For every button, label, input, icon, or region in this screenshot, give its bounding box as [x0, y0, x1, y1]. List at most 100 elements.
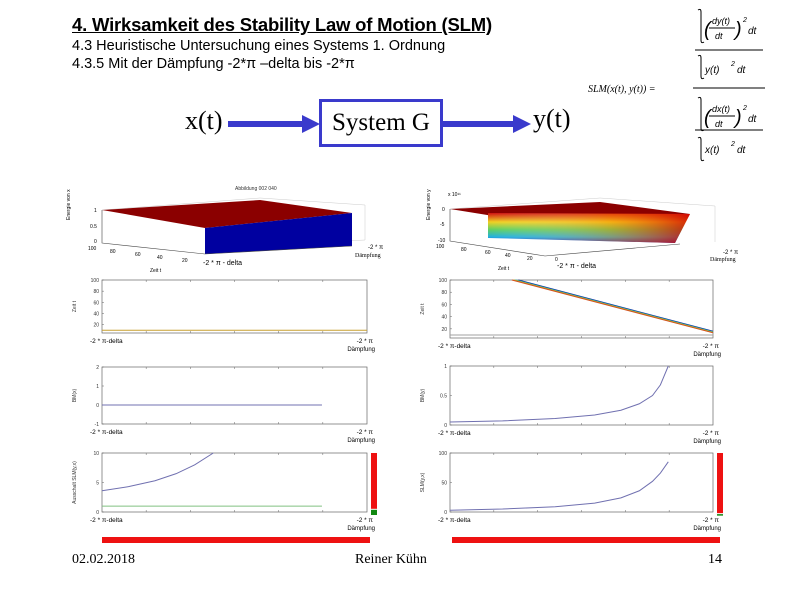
formula-lhs: SLM(x(t), y(t)) =	[588, 84, 656, 95]
footer-author: Reiner Kühn	[355, 552, 427, 567]
x-end-label: -2 * π	[357, 429, 374, 436]
output-signal-label: y(t)	[533, 104, 571, 133]
surface-plot-energy-y: x 10¹¹ Energie von y 0 -5 -10 100 80 60 …	[426, 189, 738, 272]
y-tick-label: 0	[96, 510, 99, 516]
x-end-label: -2 * π	[703, 343, 720, 350]
status-indicator-green	[717, 514, 723, 516]
svg-text:1: 1	[94, 208, 97, 214]
series-line-4	[511, 279, 714, 334]
y-tick-label: 0.5	[440, 394, 447, 400]
x-axis-label: Dämpfung	[693, 439, 721, 445]
formula-x: x(t)	[704, 145, 719, 156]
x-start-label: -2 * π-delta	[90, 338, 123, 345]
y-tick-label: 80	[441, 290, 447, 296]
x-end-label: -2 * π	[357, 517, 374, 524]
svg-text:0: 0	[555, 257, 558, 263]
left-zeit-plot: 100 80 60 40 20 Zeit t -2 * π-delta -2 * π Dämpf…	[72, 278, 375, 353]
left-slm-plot: 10 5 0 Ausschalt SLM(y,x) -2 * π-delta -2 * π…	[72, 451, 377, 532]
x-start-label: -2 * π-delta	[438, 343, 471, 350]
svg-text:-5: -5	[440, 222, 445, 228]
svg-text:x 10¹¹: x 10¹¹	[448, 192, 461, 198]
x-start-label: -2 * π-delta	[90, 517, 123, 524]
slm-formula: SLM(x(t), y(t)) = dy(t) dt () 2 dt y(t) …	[588, 8, 765, 162]
output-arrow	[441, 115, 531, 133]
y-tick-label: 0	[444, 510, 447, 516]
svg-text:(: (	[704, 107, 713, 129]
svg-text:-2 * π: -2 * π	[368, 245, 383, 251]
y-axis-label: BM(y)	[420, 389, 426, 403]
svg-text:-2 * π - delta: -2 * π - delta	[203, 260, 242, 267]
x-start-label: -2 * π-delta	[438, 430, 471, 437]
svg-text:dt: dt	[748, 26, 758, 37]
svg-text:2: 2	[742, 105, 747, 112]
formula-dy: dy(t)	[712, 16, 730, 26]
series-line-0	[518, 279, 714, 332]
formula-dx: dx(t)	[712, 104, 730, 114]
y-tick-label: 1	[444, 364, 447, 370]
svg-text:80: 80	[110, 249, 116, 255]
left-bm-plot: 2 1 0 -1 BM(x) -2 * π-delta -2 * π Dämpfung	[72, 365, 375, 444]
svg-text:dt: dt	[715, 31, 723, 41]
svg-text:Zeit t: Zeit t	[150, 268, 162, 274]
y-axis-label: Zeit t	[420, 303, 426, 315]
svg-text:2: 2	[730, 61, 735, 68]
svg-text:Dämpfung: Dämpfung	[710, 256, 736, 263]
x-axis-label: Dämpfung	[347, 347, 375, 353]
svg-text:100: 100	[436, 244, 445, 250]
y-tick-label: 100	[439, 451, 448, 457]
system-label: System G	[332, 109, 430, 136]
right-bm-plot: 1 0.5 0 BM(y) -2 * π-delta -2 * π Dämpfung	[420, 364, 721, 445]
svg-text:-2 * π - delta: -2 * π - delta	[557, 263, 596, 270]
y-tick-label: 5	[96, 481, 99, 487]
svg-text:dt: dt	[737, 65, 747, 76]
right-status-bar	[452, 537, 720, 543]
svg-text:2: 2	[742, 17, 747, 24]
y-tick-label: 20	[441, 327, 447, 333]
footer-page-number: 14	[708, 552, 722, 567]
svg-text:Energie von y: Energie von y	[426, 189, 432, 220]
series-line-0	[449, 365, 669, 423]
svg-text:): )	[733, 107, 742, 129]
x-axis-label: Dämpfung	[347, 526, 375, 532]
slide-title: 4. Wirksamkeit des Stability Law of Moti…	[72, 14, 492, 35]
system-box: System G	[319, 99, 443, 147]
svg-text:dt: dt	[715, 119, 723, 129]
y-tick-label: 80	[93, 289, 99, 295]
x-end-label: -2 * π	[703, 517, 720, 524]
surface-plot-energy-x: Abbildung 002 040 Energie von x 1 0.5 0 …	[66, 186, 383, 274]
svg-text:20: 20	[527, 256, 533, 262]
plot-axes	[449, 279, 714, 339]
y-tick-label: 60	[93, 300, 99, 306]
plot-axes	[101, 366, 368, 425]
y-tick-label: 40	[93, 311, 99, 317]
y-tick-label: 0	[96, 403, 99, 409]
status-indicator-red	[371, 453, 377, 509]
x-start-label: -2 * π-delta	[438, 517, 471, 524]
y-tick-label: -1	[95, 422, 100, 428]
y-tick-label: 100	[439, 278, 448, 284]
formula-y: y(t)	[704, 65, 719, 76]
svg-text:(: (	[704, 19, 713, 41]
plot-axes	[101, 452, 368, 513]
y-tick-label: 10	[93, 451, 99, 457]
status-indicator-green	[371, 509, 377, 515]
plot-axes	[449, 452, 714, 513]
svg-text:-2 * π: -2 * π	[723, 250, 738, 256]
series-line-0	[101, 452, 214, 492]
right-zeit-plot: 100 80 60 40 20 Zeit t -2 * π-delta -2 * π Dämpf…	[420, 278, 721, 358]
x-axis-label: Dämpfung	[347, 438, 375, 444]
svg-text:2: 2	[730, 141, 735, 148]
y-tick-label: 40	[441, 315, 447, 321]
surface-title: Abbildung 002 040	[235, 186, 277, 192]
svg-text:20: 20	[182, 258, 188, 264]
svg-text:0: 0	[94, 239, 97, 245]
svg-text:40: 40	[157, 255, 163, 261]
x-axis-label: Dämpfung	[693, 352, 721, 358]
input-signal-label: x(t)	[185, 106, 223, 135]
y-axis-label: Zeit t	[72, 300, 78, 312]
y-tick-label: 50	[441, 481, 447, 487]
y-tick-label: 20	[93, 323, 99, 329]
svg-text:-10: -10	[438, 238, 445, 244]
x-start-label: -2 * π-delta	[90, 429, 123, 436]
svg-text:dt: dt	[737, 145, 747, 156]
